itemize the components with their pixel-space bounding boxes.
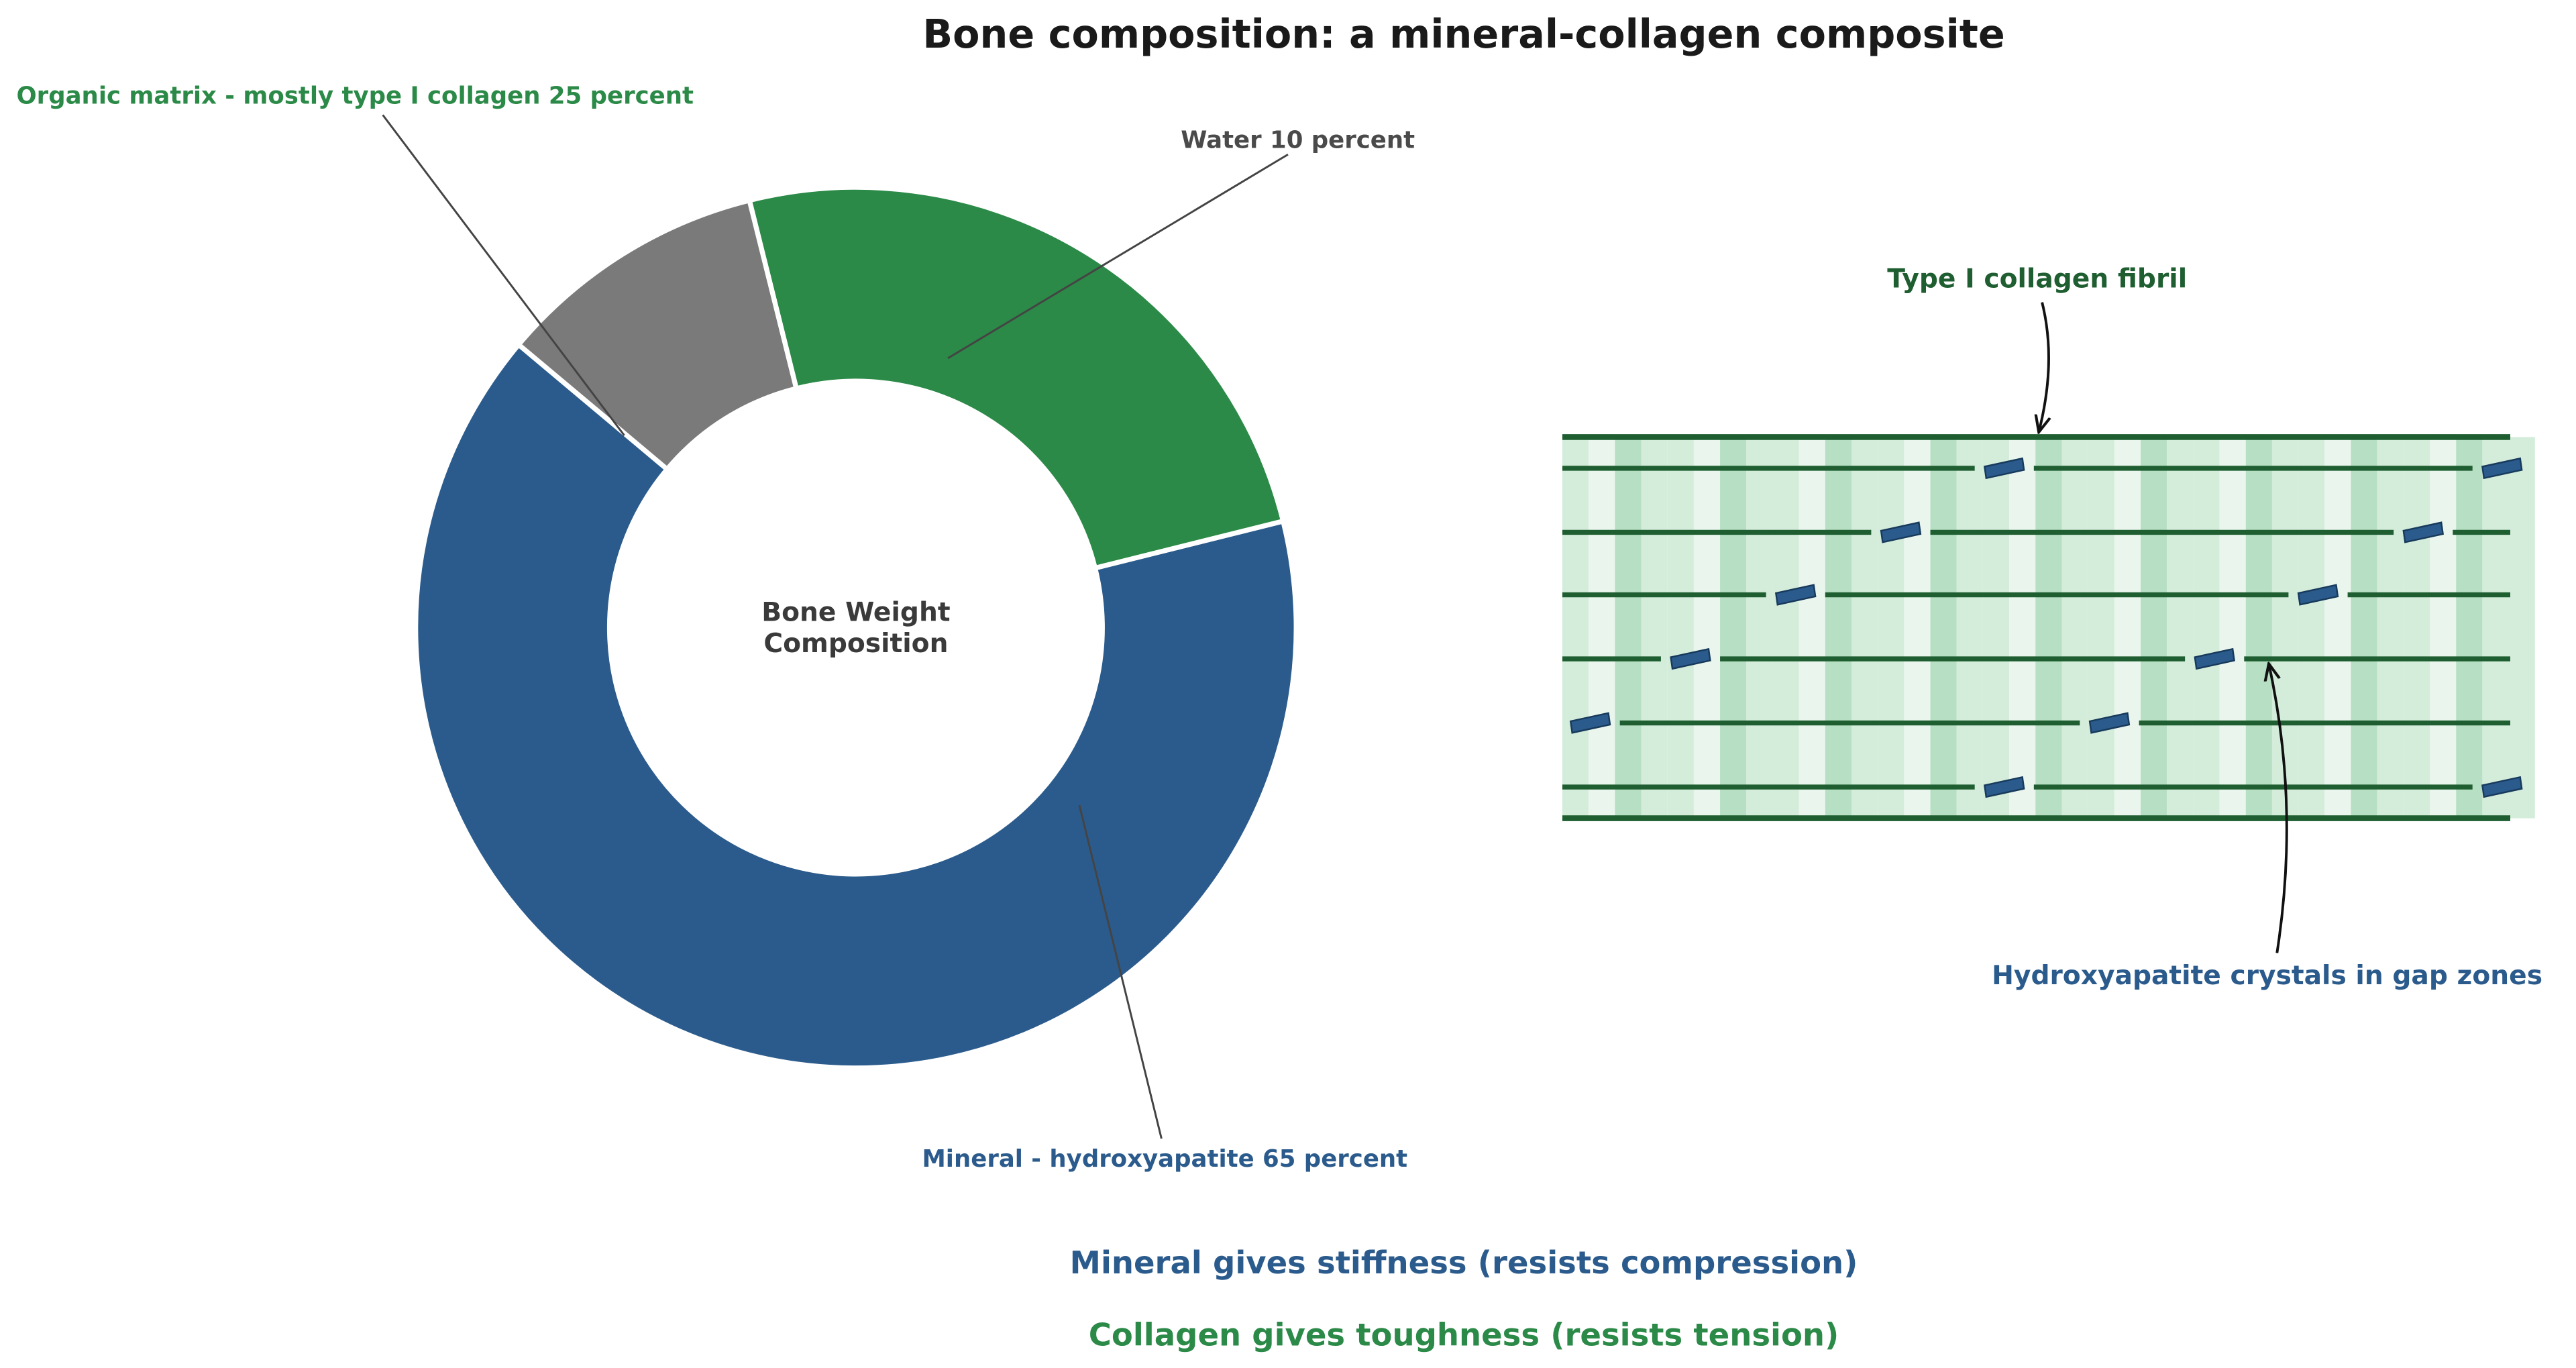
band-stripe [1693, 437, 1721, 819]
band-stripe [2061, 437, 2088, 819]
band-stripe [1799, 437, 1825, 819]
band-stripe [1720, 437, 1747, 819]
band-stripe [2141, 437, 2167, 819]
hydroxyapatite-crystal [2088, 712, 2131, 734]
band-stripe [1825, 437, 1851, 819]
band-stripe [2430, 437, 2457, 819]
collagen-diagram [1562, 434, 2535, 821]
hydroxyapatite-crystal [1880, 521, 1922, 543]
arrow [2269, 664, 2288, 953]
hydroxyapatite-crystal [1983, 776, 2025, 798]
band-stripe [1667, 437, 1694, 819]
band-stripe [2324, 437, 2351, 819]
band-stripe [1589, 437, 1615, 819]
band-stripe [2088, 437, 2114, 819]
leader-line [382, 114, 625, 436]
band-stripe [2035, 437, 2062, 819]
donut-segment [413, 341, 1299, 1071]
segment-label: Organic matrix - mostly type I collagen … [17, 82, 694, 109]
donut-chart: Mineral - hydroxyapatite 65 percent Organ… [17, 82, 1415, 1172]
hydroxyapatite-crystal [1670, 647, 1711, 670]
band-stripe [1746, 437, 1773, 819]
band-stripe [2403, 437, 2430, 819]
band-stripe [2351, 437, 2377, 819]
hydroxyapatite-crystal [1983, 457, 2025, 480]
hydroxyapatite-crystal [2481, 776, 2523, 798]
center-label: Composition [763, 629, 948, 659]
band-stripe [1930, 437, 1957, 819]
band-stripe [1615, 437, 1642, 819]
band-stripe [2219, 437, 2246, 819]
segment-label: Mineral - hydroxyapatite 65 percent [922, 1145, 1407, 1173]
leader-line [947, 153, 1289, 360]
band-stripe [2245, 437, 2272, 819]
band-stripe [2456, 437, 2483, 819]
crystal-label: Hydroxyapatite crystals in gap zones [1992, 961, 2542, 991]
band-stripe [2377, 437, 2404, 819]
note: Mineral gives stiffness (resists compres… [1070, 1245, 1858, 1281]
band-stripe [2167, 437, 2194, 819]
band-stripe [1772, 437, 1799, 819]
center-label: Bone Weight [761, 598, 950, 628]
fibril-label: Type I collagen fibril [1887, 264, 2187, 295]
band-stripe [2114, 437, 2141, 819]
band-stripe [1956, 437, 1983, 819]
hydroxyapatite-crystal [1569, 712, 1611, 734]
band-stripe [2298, 437, 2325, 819]
hydroxyapatite-crystal [2297, 584, 2339, 606]
band-stripe [2508, 437, 2535, 819]
band-stripe [1904, 437, 1931, 819]
hydroxyapatite-crystal [2481, 457, 2523, 480]
segment-label: Water 10 percent [1181, 126, 1415, 154]
arrow [2039, 302, 2049, 432]
band-stripe [1878, 437, 1904, 819]
band-stripe [2482, 437, 2509, 819]
band-stripe [1982, 437, 2010, 819]
band-stripe [1562, 437, 1589, 819]
band-stripe [2271, 437, 2299, 819]
hydroxyapatite-crystal [2402, 521, 2444, 543]
hydroxyapatite-crystal [1774, 584, 1817, 606]
donut-segment [746, 185, 1287, 572]
band-stripe [2193, 437, 2220, 819]
note: Collagen gives toughness (resists tensio… [1089, 1317, 1839, 1353]
band-stripe [1851, 437, 1878, 819]
band-stripe [1641, 437, 1668, 819]
donut-segment [515, 197, 800, 473]
leader-line [1078, 804, 1163, 1139]
hydroxyapatite-crystal [2194, 647, 2235, 670]
chart-title: Bone composition: a mineral-collagen com… [922, 11, 2004, 57]
band-stripe [2009, 437, 2036, 819]
